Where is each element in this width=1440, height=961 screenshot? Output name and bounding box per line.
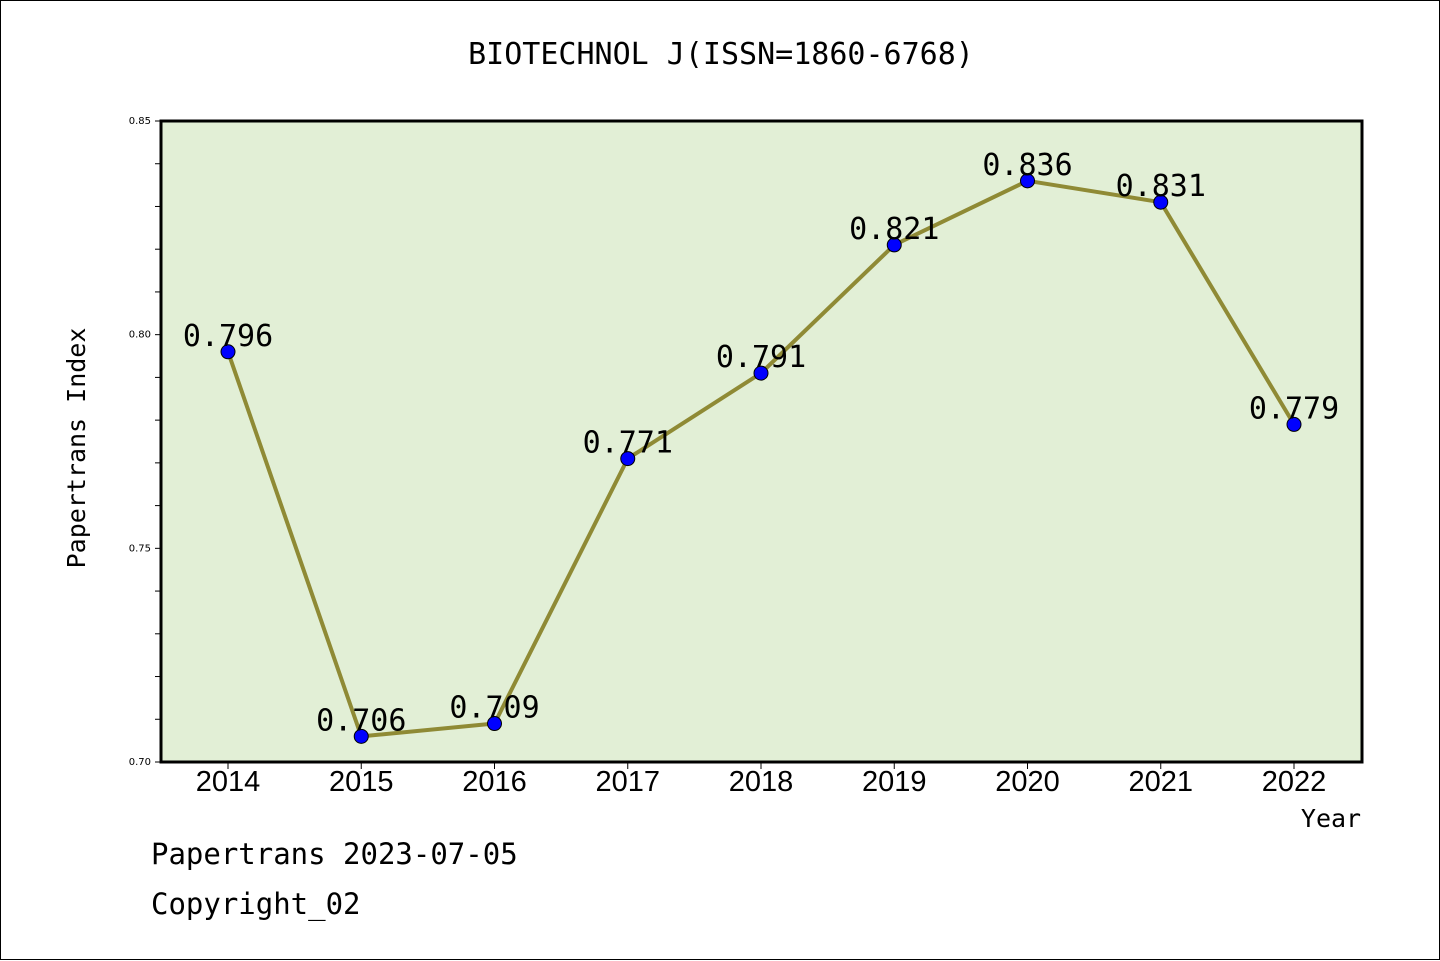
data-label: 0.836 — [982, 148, 1072, 183]
data-label: 0.771 — [583, 426, 673, 461]
chart-frame: BIOTECHNOL J(ISSN=1860-6768) 0.700.750.8… — [0, 0, 1440, 960]
data-label: 0.709 — [449, 691, 539, 726]
x-tick-label: 2014 — [196, 766, 261, 798]
x-tick-label: 2020 — [995, 766, 1060, 798]
x-tick-label: 2015 — [329, 766, 394, 798]
x-tick-label: 2019 — [862, 766, 927, 798]
data-label: 0.821 — [849, 212, 939, 247]
data-label: 0.791 — [716, 340, 806, 375]
footer-date: Papertrans 2023-07-05 — [151, 837, 518, 871]
x-tick-label: 2022 — [1262, 766, 1327, 798]
data-label: 0.831 — [1116, 169, 1206, 204]
y-axis-label: Papertrans Index — [62, 328, 91, 569]
x-axis-label: Year — [1301, 804, 1361, 833]
footer-copyright: Copyright_02 — [151, 887, 361, 921]
y-tick-label: 0.70 — [129, 757, 151, 768]
plot-area — [161, 121, 1362, 762]
y-tick-label: 0.85 — [129, 116, 151, 127]
data-label: 0.796 — [183, 319, 273, 354]
x-tick-label: 2021 — [1128, 766, 1193, 798]
y-tick-label: 0.80 — [129, 330, 151, 341]
x-tick-label: 2016 — [462, 766, 527, 798]
x-tick-label: 2017 — [595, 766, 660, 798]
x-tick-label: 2018 — [729, 766, 794, 798]
y-tick-label: 0.75 — [129, 543, 151, 554]
line-chart: 0.70 0.75 0.80 0.85 2014 2015 2016 2017 2018 2019… — [1, 1, 1440, 961]
data-label: 0.706 — [316, 703, 406, 738]
data-label: 0.779 — [1249, 391, 1339, 426]
